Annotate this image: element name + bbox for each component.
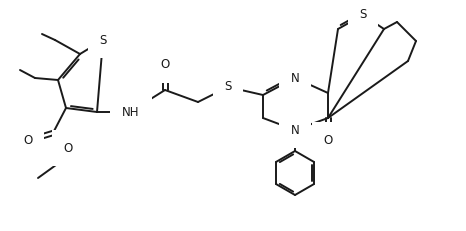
Text: O: O (160, 58, 170, 72)
Text: O: O (323, 134, 333, 146)
Text: O: O (63, 142, 73, 155)
Text: N: N (291, 124, 299, 137)
Text: S: S (359, 9, 367, 21)
Text: N: N (291, 72, 299, 85)
Text: NH: NH (122, 106, 140, 119)
Text: S: S (99, 33, 107, 46)
Text: S: S (224, 80, 232, 94)
Text: O: O (23, 134, 33, 146)
